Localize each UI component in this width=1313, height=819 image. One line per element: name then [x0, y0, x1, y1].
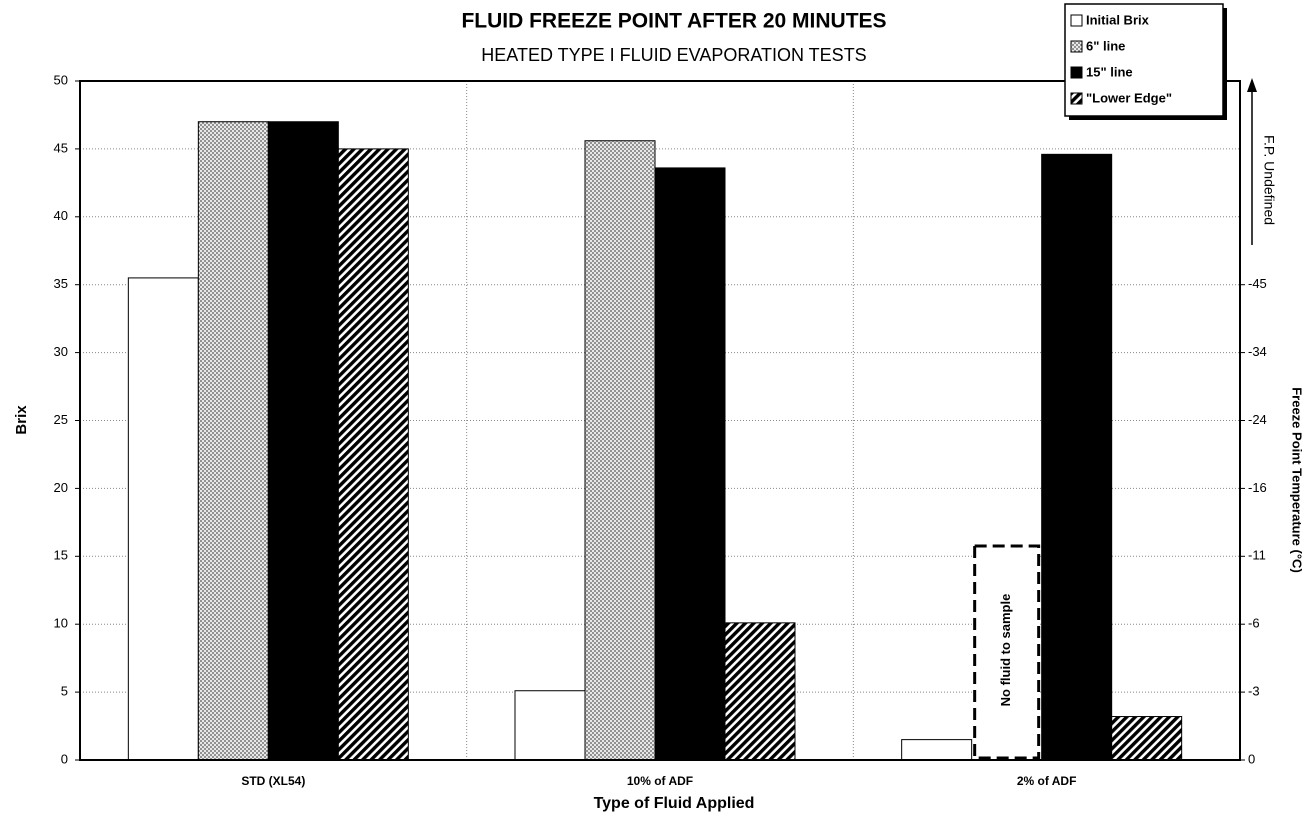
arrow-head — [1247, 78, 1257, 92]
y2-tick-label: -16 — [1248, 480, 1267, 495]
legend-label: 6" line — [1086, 38, 1125, 53]
bar — [1041, 153, 1113, 761]
bar — [724, 622, 796, 761]
y-tick-label: 20 — [54, 480, 68, 495]
annotation: F.P. Undefined — [1261, 135, 1277, 225]
y-tick-label: 5 — [61, 684, 68, 699]
y-axis-label: Brix — [13, 405, 30, 435]
y-tick-label: 30 — [54, 344, 68, 359]
annotation: No fluid to sample — [998, 594, 1013, 707]
legend-label: "Lower Edge" — [1086, 90, 1172, 105]
bar — [514, 690, 586, 761]
y-tick-label: 50 — [54, 72, 68, 87]
bar — [127, 277, 199, 761]
legend-label: Initial Brix — [1086, 12, 1150, 27]
bar — [901, 739, 973, 761]
plot-frame — [79, 80, 1241, 761]
y-tick-label: 25 — [54, 412, 68, 427]
y-tick-label: 45 — [54, 140, 68, 155]
x-tick-label: 2% of ADF — [1017, 774, 1077, 788]
y2-tick-label: -11 — [1248, 548, 1266, 563]
y2-tick-label: -24 — [1248, 412, 1267, 427]
legend — [1064, 3, 1224, 117]
legend-swatch — [1070, 92, 1083, 105]
y-tick-label: 35 — [54, 276, 68, 291]
legend-swatch — [1070, 66, 1083, 79]
y-tick-label: 15 — [54, 548, 68, 563]
bar — [654, 167, 726, 761]
x-axis-label: Type of Fluid Applied — [594, 795, 755, 812]
bar — [267, 121, 339, 761]
y2-axis-label: Freeze Point Temperature (°C) — [1290, 387, 1305, 573]
y2-tick-label: -6 — [1248, 616, 1260, 631]
no-sample-box — [973, 544, 1041, 760]
chart-title: FLUID FREEZE POINT AFTER 20 MINUTES — [461, 10, 886, 33]
bar — [584, 140, 656, 761]
legend-label: 15" line — [1086, 64, 1133, 79]
y-tick-label: 10 — [54, 616, 68, 631]
chart-subtitle: HEATED TYPE I FLUID EVAPORATION TESTS — [481, 45, 866, 65]
y2-tick-label: 0 — [1248, 751, 1255, 766]
y2-tick-label: -34 — [1248, 344, 1267, 359]
legend-swatch — [1070, 14, 1083, 27]
legend-swatch — [1070, 40, 1083, 53]
y2-tick-label: -45 — [1248, 276, 1267, 291]
y2-tick-label: -3 — [1248, 684, 1260, 699]
bar — [1111, 716, 1183, 761]
bar — [197, 121, 269, 761]
bar — [337, 148, 409, 761]
y-tick-label: 40 — [54, 208, 68, 223]
y-tick-label: 0 — [61, 751, 68, 766]
x-tick-label: 10% of ADF — [627, 774, 693, 788]
x-tick-label: STD (XL54) — [241, 774, 305, 788]
